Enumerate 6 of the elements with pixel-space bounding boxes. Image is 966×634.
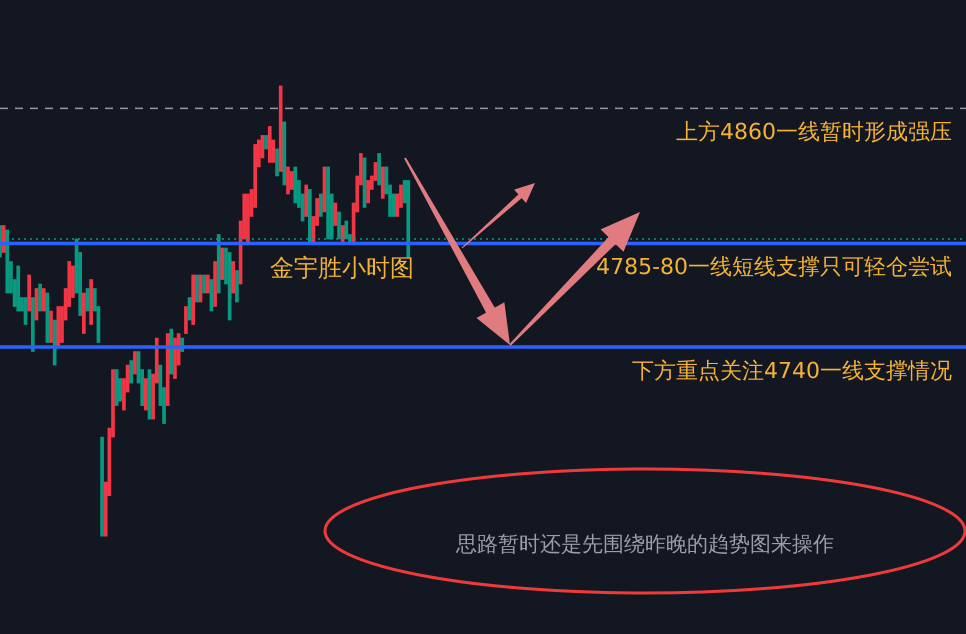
candlestick (220, 248, 224, 280)
ref-line-label: 4785-80一线短线支撑只可轻仓尝试 (596, 255, 952, 280)
ref-line-label: 上方4860一线暂时形成强压 (676, 120, 952, 146)
text: 思路暂时还是先围绕昨晚的趋势图来操作 (455, 531, 835, 558)
ref-line-label: 下方重点关注4740一线支撑情况 (632, 358, 952, 384)
annotation: 金宇胜小时图 (270, 253, 414, 284)
